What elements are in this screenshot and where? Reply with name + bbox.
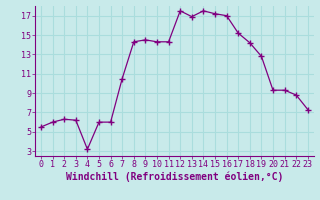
X-axis label: Windchill (Refroidissement éolien,°C): Windchill (Refroidissement éolien,°C) <box>66 172 283 182</box>
